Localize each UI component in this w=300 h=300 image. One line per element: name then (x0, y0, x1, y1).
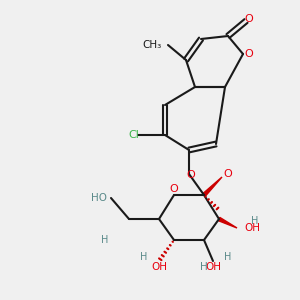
Polygon shape (218, 218, 237, 228)
Text: HO: HO (91, 193, 106, 203)
Text: H: H (251, 215, 259, 226)
Text: CH₃: CH₃ (143, 40, 162, 50)
Text: H: H (101, 235, 109, 245)
Text: OH: OH (244, 223, 260, 233)
Text: O: O (224, 169, 232, 179)
Text: O: O (244, 14, 253, 25)
Text: H: H (140, 251, 148, 262)
Text: H: H (200, 262, 208, 272)
Text: O: O (244, 49, 253, 59)
Text: Cl: Cl (128, 130, 139, 140)
Text: OH: OH (205, 262, 221, 272)
Text: OH: OH (151, 262, 167, 272)
Text: O: O (169, 184, 178, 194)
Text: H: H (224, 251, 232, 262)
Polygon shape (203, 177, 222, 196)
Text: O: O (186, 170, 195, 181)
